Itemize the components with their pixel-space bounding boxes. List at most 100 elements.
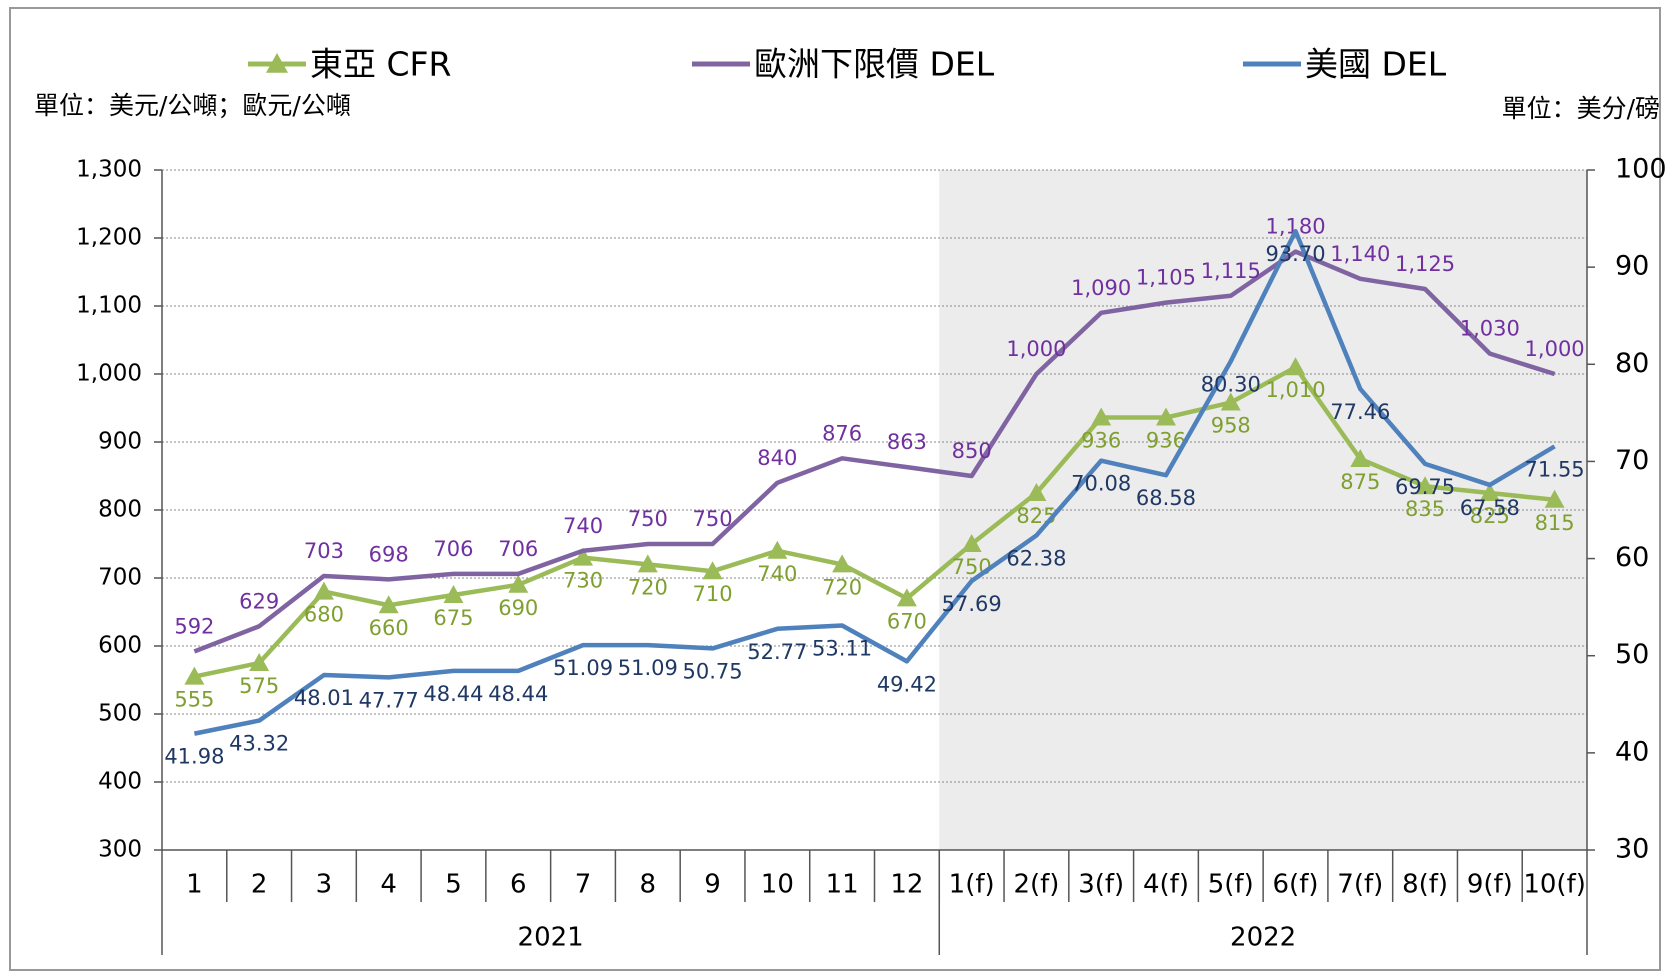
series-line [193,228,1556,736]
data-label: 80.30 [1201,372,1261,396]
data-label: 825 [1470,504,1510,528]
x-tick-label: 3(f) [1078,870,1124,900]
data-label: 47.77 [359,688,419,712]
legend-label: 東亞 CFR [310,45,451,84]
x-tick-label: 2(f) [1013,870,1059,900]
point-marker [1155,407,1176,426]
x-tick-label: 11 [826,870,859,900]
y-tick-label: 400 [98,769,142,795]
point-marker [1479,483,1500,501]
x-tick-label: 7 [575,870,592,900]
y-tick-label: 800 [98,497,142,523]
data-label: 93.70 [1265,242,1325,266]
data-label: 77.46 [1330,400,1390,424]
y-unit-label: 單位：美元/公噸；歐元/公噸 [34,91,351,120]
data-label: 53.11 [812,637,872,661]
data-label: 49.42 [877,672,937,696]
data-label: 41.98 [164,745,224,769]
data-label: 1,140 [1330,242,1390,266]
data-label: 592 [174,614,214,638]
point-marker [573,547,594,566]
y-tick-label: 700 [98,565,142,591]
x-tick-label: 5(f) [1208,870,1254,900]
data-label: 740 [757,562,797,586]
x-tick-label: 4(f) [1143,870,1189,900]
x-tick-label: 6(f) [1273,870,1319,900]
x-tick-label: 4 [380,870,397,900]
point-marker [1220,392,1241,411]
data-label: 876 [822,421,862,445]
x-tick-label: 7(f) [1337,870,1383,900]
series-line [193,364,1555,679]
x-tick-label: 9(f) [1467,870,1513,900]
data-label: 660 [369,616,409,640]
point-marker [637,554,658,573]
data-label: 67.58 [1460,496,1520,520]
data-label: 1,000 [1525,337,1585,361]
data-label: 57.69 [942,592,1002,616]
x-tick-label: 5 [445,870,462,900]
legend-label: 美國 DEL [1305,45,1447,84]
point-marker [443,585,464,603]
data-label: 670 [887,609,927,633]
data-label: 690 [498,596,538,620]
data-label: 936 [1081,429,1121,453]
x-tick-label: 1 [186,870,203,900]
x-tick-label: 8(f) [1402,870,1448,900]
data-label: 575 [239,674,279,698]
data-label: 958 [1211,414,1251,438]
data-label: 1,090 [1071,276,1131,300]
point-marker [767,540,788,559]
data-label: 62.38 [1006,546,1066,570]
point-marker [249,653,270,671]
y-tick-label: 1,300 [76,157,142,183]
x-tick-label: 10(f) [1523,870,1586,900]
data-label: 750 [628,507,668,531]
point-marker [1285,357,1306,376]
data-label: 850 [952,439,992,463]
data-label: 1,030 [1460,317,1520,341]
y-tick-label: 1,100 [76,293,142,319]
data-label: 706 [498,537,538,561]
data-label: 1,115 [1201,259,1261,283]
data-label: 863 [887,430,927,454]
data-label: 52.77 [747,640,807,664]
y2-unit-label: 單位：美分/磅 [1502,94,1660,123]
y2-tick-label: 70 [1615,445,1649,476]
legend-label: 歐洲下限價 DEL [754,45,995,84]
data-label: 720 [822,575,862,599]
series-line [193,249,1556,654]
data-label: 835 [1405,497,1445,521]
point-marker [184,666,205,685]
y2-tick-label: 100 [1615,154,1667,185]
group-label: 2022 [1230,923,1296,953]
data-label: 750 [952,555,992,579]
point-marker [378,595,399,614]
y-tick-label: 900 [98,429,142,455]
point-marker [313,581,334,600]
data-label: 825 [1016,504,1056,528]
data-label: 48.44 [423,682,483,706]
data-label: 69.75 [1395,475,1455,499]
data-label: 1,125 [1395,252,1455,276]
data-label: 875 [1340,470,1380,494]
data-label: 68.58 [1136,486,1196,510]
data-label: 629 [239,589,279,613]
data-label: 750 [693,507,733,531]
group-label: 2021 [518,923,584,953]
data-label: 1,010 [1265,378,1325,402]
data-label: 43.32 [229,732,289,756]
y-tick-label: 600 [98,633,142,659]
data-label: 730 [563,569,603,593]
y2-tick-label: 30 [1615,834,1649,865]
y2-tick-label: 50 [1615,639,1649,670]
x-tick-label: 3 [316,870,333,900]
point-marker [1415,476,1436,495]
point-marker [702,561,723,580]
data-label: 815 [1535,511,1575,535]
point-marker [1091,407,1112,426]
point-marker [1544,489,1565,508]
data-label: 680 [304,603,344,627]
data-label: 51.09 [553,656,613,680]
